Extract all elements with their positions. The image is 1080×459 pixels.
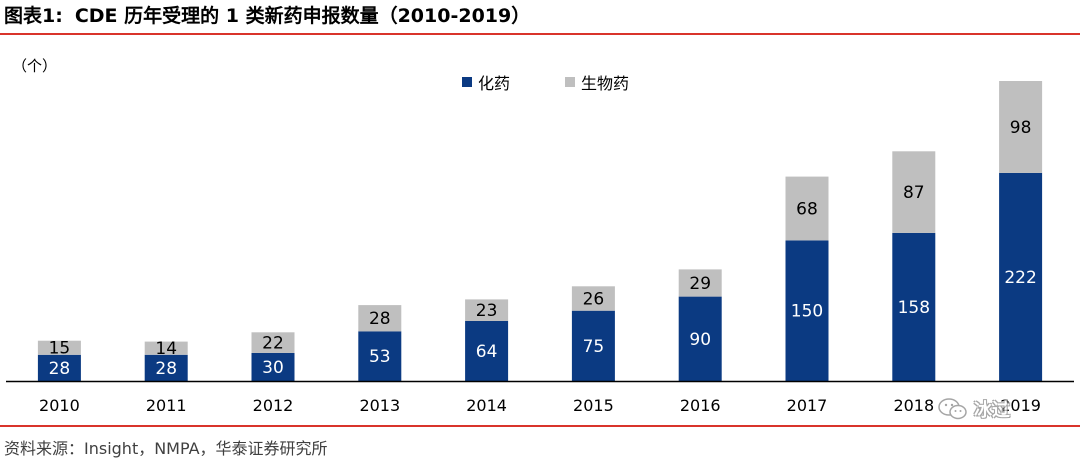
x-tick-label-2017: 2017 — [787, 396, 828, 415]
x-tick-label-2013: 2013 — [359, 396, 400, 415]
data-label-chem-2018: 158 — [898, 298, 930, 318]
legend-swatch-bio — [565, 77, 575, 87]
x-tick-label-2018: 2018 — [893, 396, 934, 415]
x-tick-label-2012: 2012 — [253, 396, 294, 415]
bar-chem-2011 — [144, 354, 188, 382]
bar-chem-2015 — [571, 310, 615, 381]
title-text: CDE 历年受理的 1 类新药申报数量（2010-2019） — [74, 5, 531, 27]
chart-title: 图表1: CDE 历年受理的 1 类新药申报数量（2010-2019） — [4, 2, 530, 30]
data-label-bio-2018: 87 — [903, 183, 925, 203]
x-tick-label-2015: 2015 — [573, 396, 614, 415]
figure-label: 图表1: — [4, 5, 63, 27]
bar-bio-2014 — [465, 299, 509, 321]
data-label-chem-2017: 150 — [791, 302, 823, 322]
bar-chem-2013 — [358, 331, 402, 381]
bar-bio-2017 — [785, 176, 829, 241]
bar-chem-2010 — [37, 354, 81, 382]
bar-chem-2014 — [465, 321, 509, 381]
watermark-text: 冰过 — [974, 400, 1010, 421]
bar-chem-2012 — [251, 352, 295, 381]
x-tick-label-2019: 2019 — [1000, 396, 1041, 415]
data-label-chem-2010: 28 — [49, 359, 71, 379]
bar-bio-2011 — [144, 341, 188, 355]
bar-bio-2010 — [37, 340, 81, 355]
bar-chem-2016 — [678, 296, 722, 381]
watermark: 冰过 — [938, 396, 1010, 422]
data-label-bio-2011: 14 — [155, 339, 177, 359]
data-label-chem-2014: 64 — [476, 342, 498, 362]
source-note: 资料来源：Insight，NMPA，华泰证券研究所 — [4, 439, 328, 458]
wechat-icon — [938, 398, 967, 420]
bottom-divider — [0, 425, 1080, 427]
data-label-bio-2016: 29 — [689, 274, 711, 294]
data-label-bio-2015: 26 — [583, 290, 605, 310]
bar-bio-2016 — [678, 269, 722, 297]
legend-item-bio: 生物药 — [565, 70, 629, 94]
top-divider — [0, 33, 1080, 35]
legend-label-chem: 化药 — [478, 74, 511, 93]
x-tick-label-2010: 2010 — [39, 396, 80, 415]
data-label-chem-2012: 30 — [262, 358, 284, 378]
y-unit-label: （个） — [12, 57, 58, 75]
bar-bio-2013 — [358, 305, 402, 332]
data-label-bio-2013: 28 — [369, 309, 391, 329]
bar-bio-2015 — [571, 286, 615, 311]
bar-bio-2012 — [251, 332, 295, 353]
legend-label-bio: 生物药 — [581, 74, 630, 93]
legend-item-chem: 化药 — [462, 70, 510, 94]
data-label-bio-2012: 22 — [262, 334, 284, 354]
bar-chem-2019 — [999, 172, 1043, 381]
data-label-bio-2014: 23 — [476, 301, 498, 321]
bar-chem-2017 — [785, 240, 829, 381]
x-tick-label-2014: 2014 — [466, 396, 507, 415]
data-label-chem-2016: 90 — [689, 330, 711, 350]
legend-swatch-chem — [462, 77, 472, 87]
data-label-bio-2010: 15 — [49, 339, 71, 359]
bar-bio-2018 — [892, 151, 936, 233]
data-label-chem-2011: 28 — [155, 359, 177, 379]
x-tick-label-2011: 2011 — [146, 396, 187, 415]
data-label-bio-2017: 68 — [796, 200, 818, 220]
bar-bio-2019 — [999, 81, 1043, 173]
data-label-chem-2015: 75 — [583, 337, 605, 357]
data-label-chem-2013: 53 — [369, 347, 391, 367]
x-tick-label-2016: 2016 — [680, 396, 721, 415]
data-label-chem-2019: 222 — [1004, 268, 1036, 288]
data-label-bio-2019: 98 — [1010, 118, 1032, 138]
bar-chem-2018 — [892, 232, 936, 381]
